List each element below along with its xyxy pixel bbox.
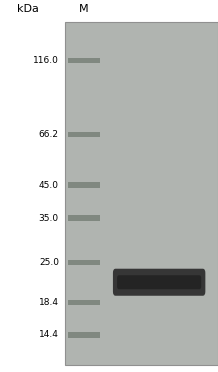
Text: 14.4: 14.4 [39, 330, 59, 340]
Bar [68, 300, 100, 305]
Bar [68, 215, 100, 221]
FancyBboxPatch shape [113, 269, 205, 296]
Text: 66.2: 66.2 [39, 130, 59, 139]
Text: 18.4: 18.4 [39, 298, 59, 307]
Bar [68, 260, 100, 265]
FancyBboxPatch shape [117, 275, 201, 289]
Bar [68, 58, 100, 63]
Bar [65, 22, 218, 365]
Text: 45.0: 45.0 [39, 180, 59, 190]
Bar [68, 132, 100, 137]
Bar [68, 182, 100, 188]
Text: 25.0: 25.0 [39, 258, 59, 267]
Text: 35.0: 35.0 [39, 214, 59, 222]
Text: kDa: kDa [17, 4, 39, 14]
Text: M: M [79, 4, 89, 14]
Text: 116.0: 116.0 [33, 56, 59, 65]
Bar [68, 332, 100, 338]
